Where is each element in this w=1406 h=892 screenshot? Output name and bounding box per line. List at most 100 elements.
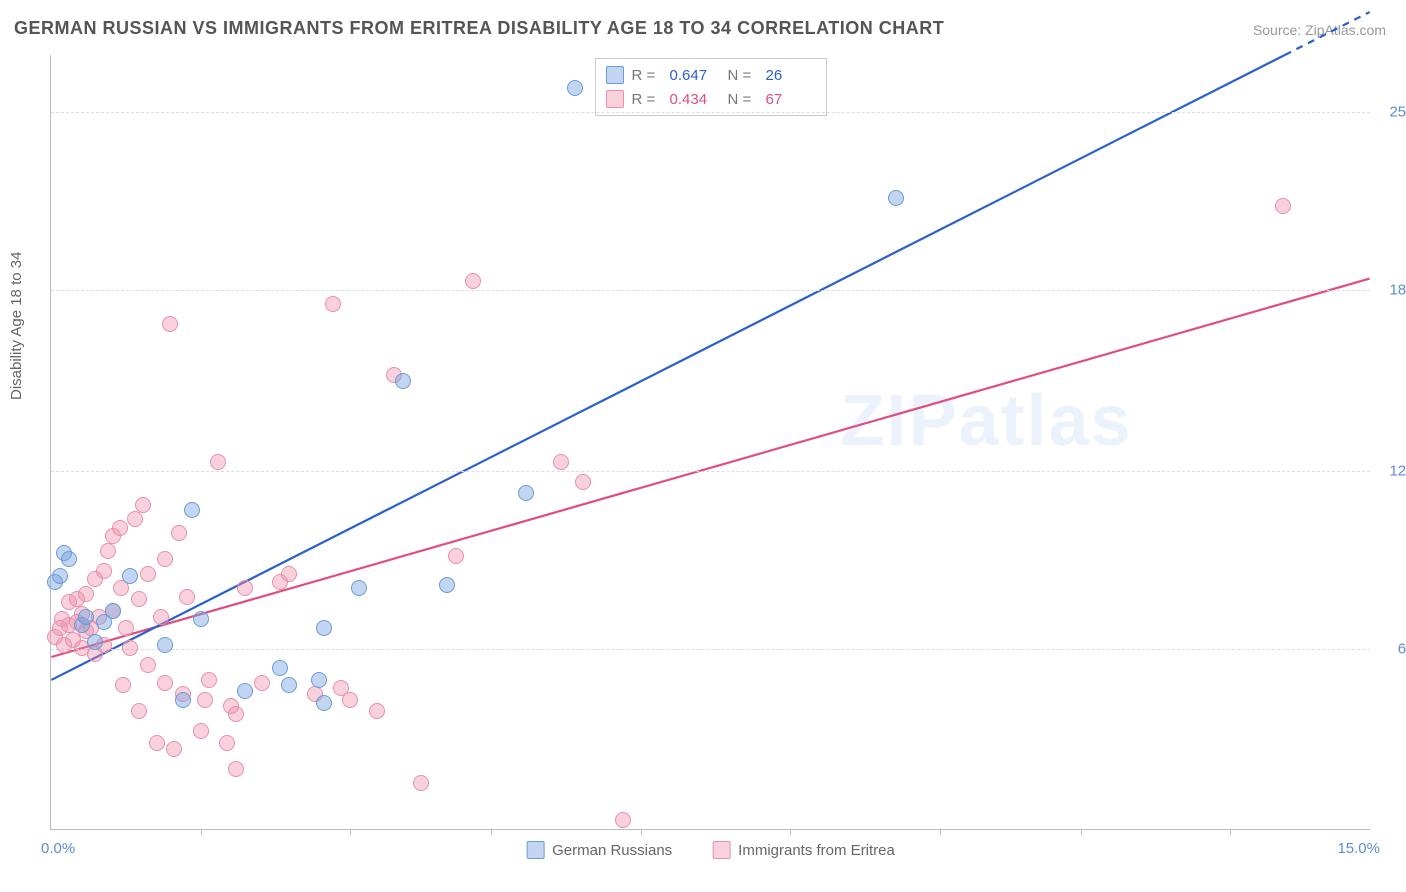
grid-line [51,649,1370,650]
legend-item-a: German Russians [526,841,672,859]
data-point-b [127,511,143,527]
legend-swatch-b2 [712,841,730,859]
data-point-b [254,675,270,691]
data-point-b [149,735,165,751]
data-point-b [369,703,385,719]
data-point-b [131,703,147,719]
data-point-b [228,761,244,777]
data-point-a [61,551,77,567]
r-label: R = [632,91,662,108]
data-point-b [140,566,156,582]
data-point-a [78,609,94,625]
data-point-a [351,580,367,596]
data-point-a [316,695,332,711]
x-tick-mark [201,829,202,835]
x-tick-mark [1230,829,1231,835]
x-tick-mark [350,829,351,835]
data-point-b [166,741,182,757]
grid-line [51,290,1370,291]
data-point-b [237,580,253,596]
data-point-a [175,692,191,708]
data-point-a [52,568,68,584]
legend-row-series-b: R = 0.434 N = 67 [606,87,816,111]
watermark: ZIPatlas [840,380,1132,462]
x-tick-mark [940,829,941,835]
data-point-a [316,620,332,636]
data-point-b [135,497,151,513]
data-point-b [342,692,358,708]
grid-line [51,112,1370,113]
y-tick-label: 6.3% [1377,641,1406,658]
legend-row-series-a: R = 0.647 N = 26 [606,63,816,87]
legend-swatch-b [606,90,624,108]
y-tick-label: 12.5% [1377,463,1406,480]
legend-label-a: German Russians [552,842,672,859]
data-point-a [311,672,327,688]
data-point-b [210,454,226,470]
data-point-b [615,812,631,828]
n-label: N = [728,67,758,84]
data-point-b [96,563,112,579]
source-label: Source: ZipAtlas.com [1253,22,1386,38]
x-axis-max-label: 15.0% [1337,840,1380,857]
r-label: R = [632,67,662,84]
data-point-a [439,577,455,593]
data-point-b [153,609,169,625]
data-point-a [105,603,121,619]
data-point-b [193,723,209,739]
x-tick-mark [641,829,642,835]
data-point-b [1275,198,1291,214]
data-point-b [575,474,591,490]
data-point-a [184,502,200,518]
data-point-a [237,683,253,699]
data-point-b [131,591,147,607]
data-point-a [395,373,411,389]
correlation-legend: R = 0.647 N = 26 R = 0.434 N = 67 [595,58,827,116]
x-tick-mark [491,829,492,835]
data-point-b [228,706,244,722]
data-point-b [115,677,131,693]
data-point-b [465,273,481,289]
y-axis-label: Disability Age 18 to 34 [8,252,25,400]
data-point-b [448,548,464,564]
data-point-a [281,677,297,693]
regression-lines-layer [51,55,1370,829]
data-point-b [140,657,156,673]
data-point-a [193,611,209,627]
data-point-b [162,316,178,332]
data-point-b [157,551,173,567]
legend-item-b: Immigrants from Eritrea [712,841,895,859]
r-value-a: 0.647 [670,67,720,84]
data-point-a [87,634,103,650]
data-point-b [171,525,187,541]
data-point-b [325,296,341,312]
data-point-b [201,672,217,688]
data-point-b [281,566,297,582]
data-point-b [118,620,134,636]
data-point-b [157,675,173,691]
data-point-b [78,586,94,602]
data-point-b [179,589,195,605]
x-axis-min-label: 0.0% [41,840,75,857]
n-value-a: 26 [766,67,816,84]
legend-swatch-a2 [526,841,544,859]
y-tick-label: 25.0% [1377,104,1406,121]
data-point-b [122,640,138,656]
n-label: N = [728,91,758,108]
chart-plot-area: ZIPatlas R = 0.647 N = 26 R = 0.434 N = … [50,55,1370,830]
legend-swatch-a [606,66,624,84]
data-point-a [272,660,288,676]
data-point-a [567,80,583,96]
grid-line [51,471,1370,472]
chart-title: GERMAN RUSSIAN VS IMMIGRANTS FROM ERITRE… [14,18,944,39]
series-legend: German Russians Immigrants from Eritrea [526,841,895,859]
x-tick-mark [790,829,791,835]
data-point-b [100,543,116,559]
data-point-b [413,775,429,791]
n-value-b: 67 [766,91,816,108]
y-tick-label: 18.8% [1377,282,1406,299]
data-point-a [157,637,173,653]
legend-label-b: Immigrants from Eritrea [738,842,895,859]
data-point-b [553,454,569,470]
data-point-a [888,190,904,206]
